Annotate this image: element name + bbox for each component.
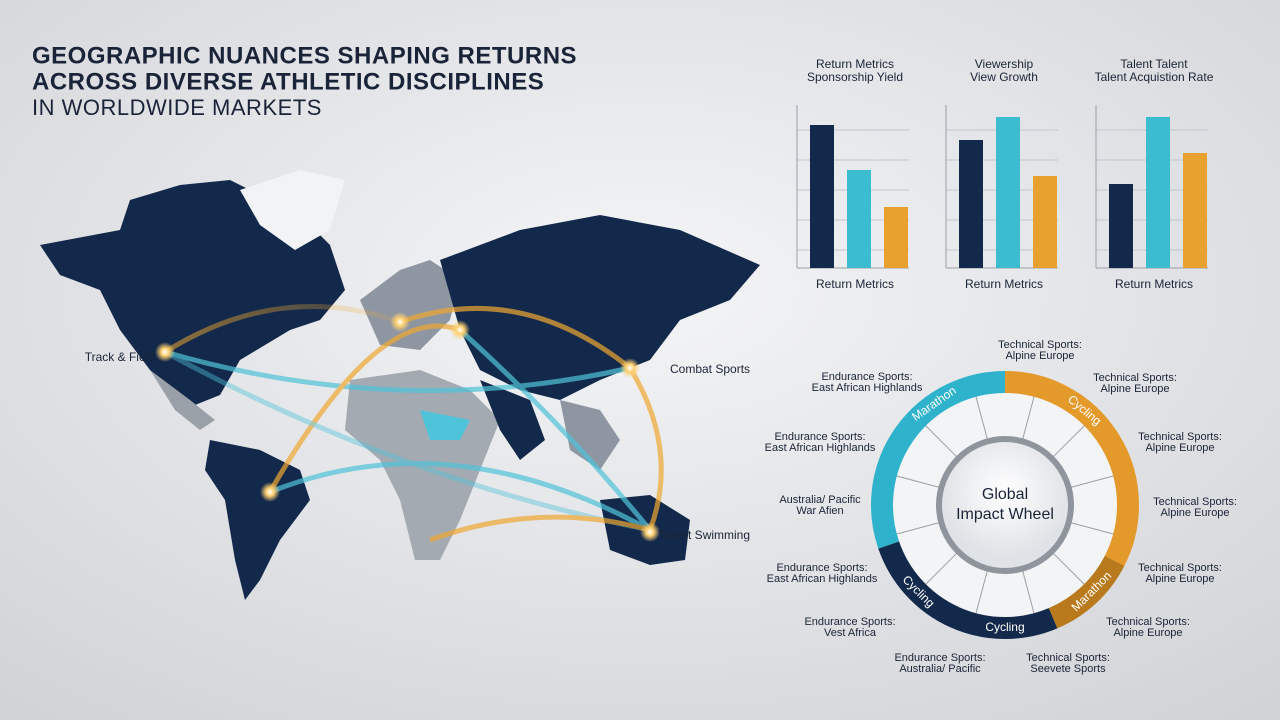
callout: Technical Sports: [1138, 562, 1222, 574]
panel-title: Viewership [975, 57, 1034, 71]
bar [1146, 117, 1170, 268]
wheel-spoke [895, 475, 940, 488]
callout: Alpine Europe [1145, 442, 1214, 454]
bar [1183, 153, 1207, 268]
callout: Alpine Europe [1100, 383, 1169, 395]
panel-label: Return Metrics [965, 277, 1043, 291]
callout: Endurance Sports: [774, 431, 865, 443]
callout: Australia/ Pacific [779, 494, 861, 506]
callout: Technical Sports: [1153, 496, 1237, 508]
callout: Alpine Europe [1160, 507, 1229, 519]
callout: Endurance Sports: [894, 652, 985, 664]
callout: War Afien [796, 505, 843, 517]
panel-label: Return Metrics [816, 277, 894, 291]
title-line: GEOGRAPHIC NUANCES SHAPING RETURNS [32, 42, 577, 69]
bar [1033, 176, 1057, 268]
wheel-spoke [975, 570, 988, 615]
wheel-spoke [924, 552, 958, 586]
ring-label: Cycling [985, 620, 1024, 634]
wheel-segment [878, 541, 1058, 639]
wheel-segment [871, 371, 1006, 549]
panel-label: Return Metrics [1115, 277, 1193, 291]
hub-label: Combat Sports [670, 362, 750, 376]
callout: East African Highlands [767, 573, 878, 585]
hub-glows [155, 312, 660, 542]
wheel-spoke [1070, 522, 1115, 535]
panel-title: Return Metrics [816, 57, 894, 71]
wheel-spoke [1022, 395, 1035, 440]
hub-label: Track & Field [85, 350, 155, 364]
bar [996, 117, 1020, 268]
callout: Alpine Europe [1145, 573, 1214, 585]
bar [810, 125, 834, 268]
callout: Seevete Sports [1030, 663, 1106, 675]
wheel-spoke [924, 424, 958, 458]
panel-title: Sponsorship Yield [807, 70, 903, 84]
bar [1109, 184, 1133, 268]
wheel-segment [1048, 555, 1125, 629]
wheel-spoke [1052, 424, 1086, 458]
title-line: IN WORLDWIDE MARKETS [32, 95, 322, 120]
callout: Alpine Europe [1113, 627, 1182, 639]
callout: Endurance Sports: [821, 371, 912, 383]
panel-title: Talent Acquistion Rate [1095, 70, 1214, 84]
wheel-spoke [1070, 475, 1115, 488]
bar [884, 207, 908, 268]
callout: Technical Sports: [1093, 372, 1177, 384]
callout: Vest Africa [824, 627, 877, 639]
callout: Technical Sports: [1026, 652, 1110, 664]
wheel-hub [936, 436, 1074, 574]
bar [847, 170, 871, 268]
wheel-spoke [975, 395, 988, 440]
wheel-spoke [1022, 570, 1035, 615]
callout: Technical Sports: [1138, 431, 1222, 443]
bar [959, 140, 983, 268]
wheel-spoke [1052, 552, 1086, 586]
callout: Australia/ Pacific [899, 663, 981, 675]
callout: Technical Sports: [1106, 616, 1190, 628]
panel-title: View Growth [970, 70, 1038, 84]
callout: Endurance Sports: [776, 562, 867, 574]
wheel-spoke [895, 522, 940, 535]
wheel-center-label: Impact Wheel [956, 506, 1054, 523]
world-map [40, 170, 760, 600]
hub-label: Tahert Swimming [658, 528, 750, 542]
connection-arcs [163, 304, 664, 543]
callout: East African Highlands [765, 442, 876, 454]
wheel-segment [1004, 371, 1139, 566]
callout: Alpine Europe [1005, 350, 1074, 362]
callout: Endurance Sports: [804, 616, 895, 628]
callout: East African Highlands [812, 382, 923, 394]
callout: Technical Sports: [998, 339, 1082, 351]
title-line: ACROSS DIVERSE ATHLETIC DISCIPLINES [32, 68, 544, 95]
panel-title: Talent Talent [1120, 57, 1188, 71]
wheel-center-label: Global [982, 486, 1028, 503]
